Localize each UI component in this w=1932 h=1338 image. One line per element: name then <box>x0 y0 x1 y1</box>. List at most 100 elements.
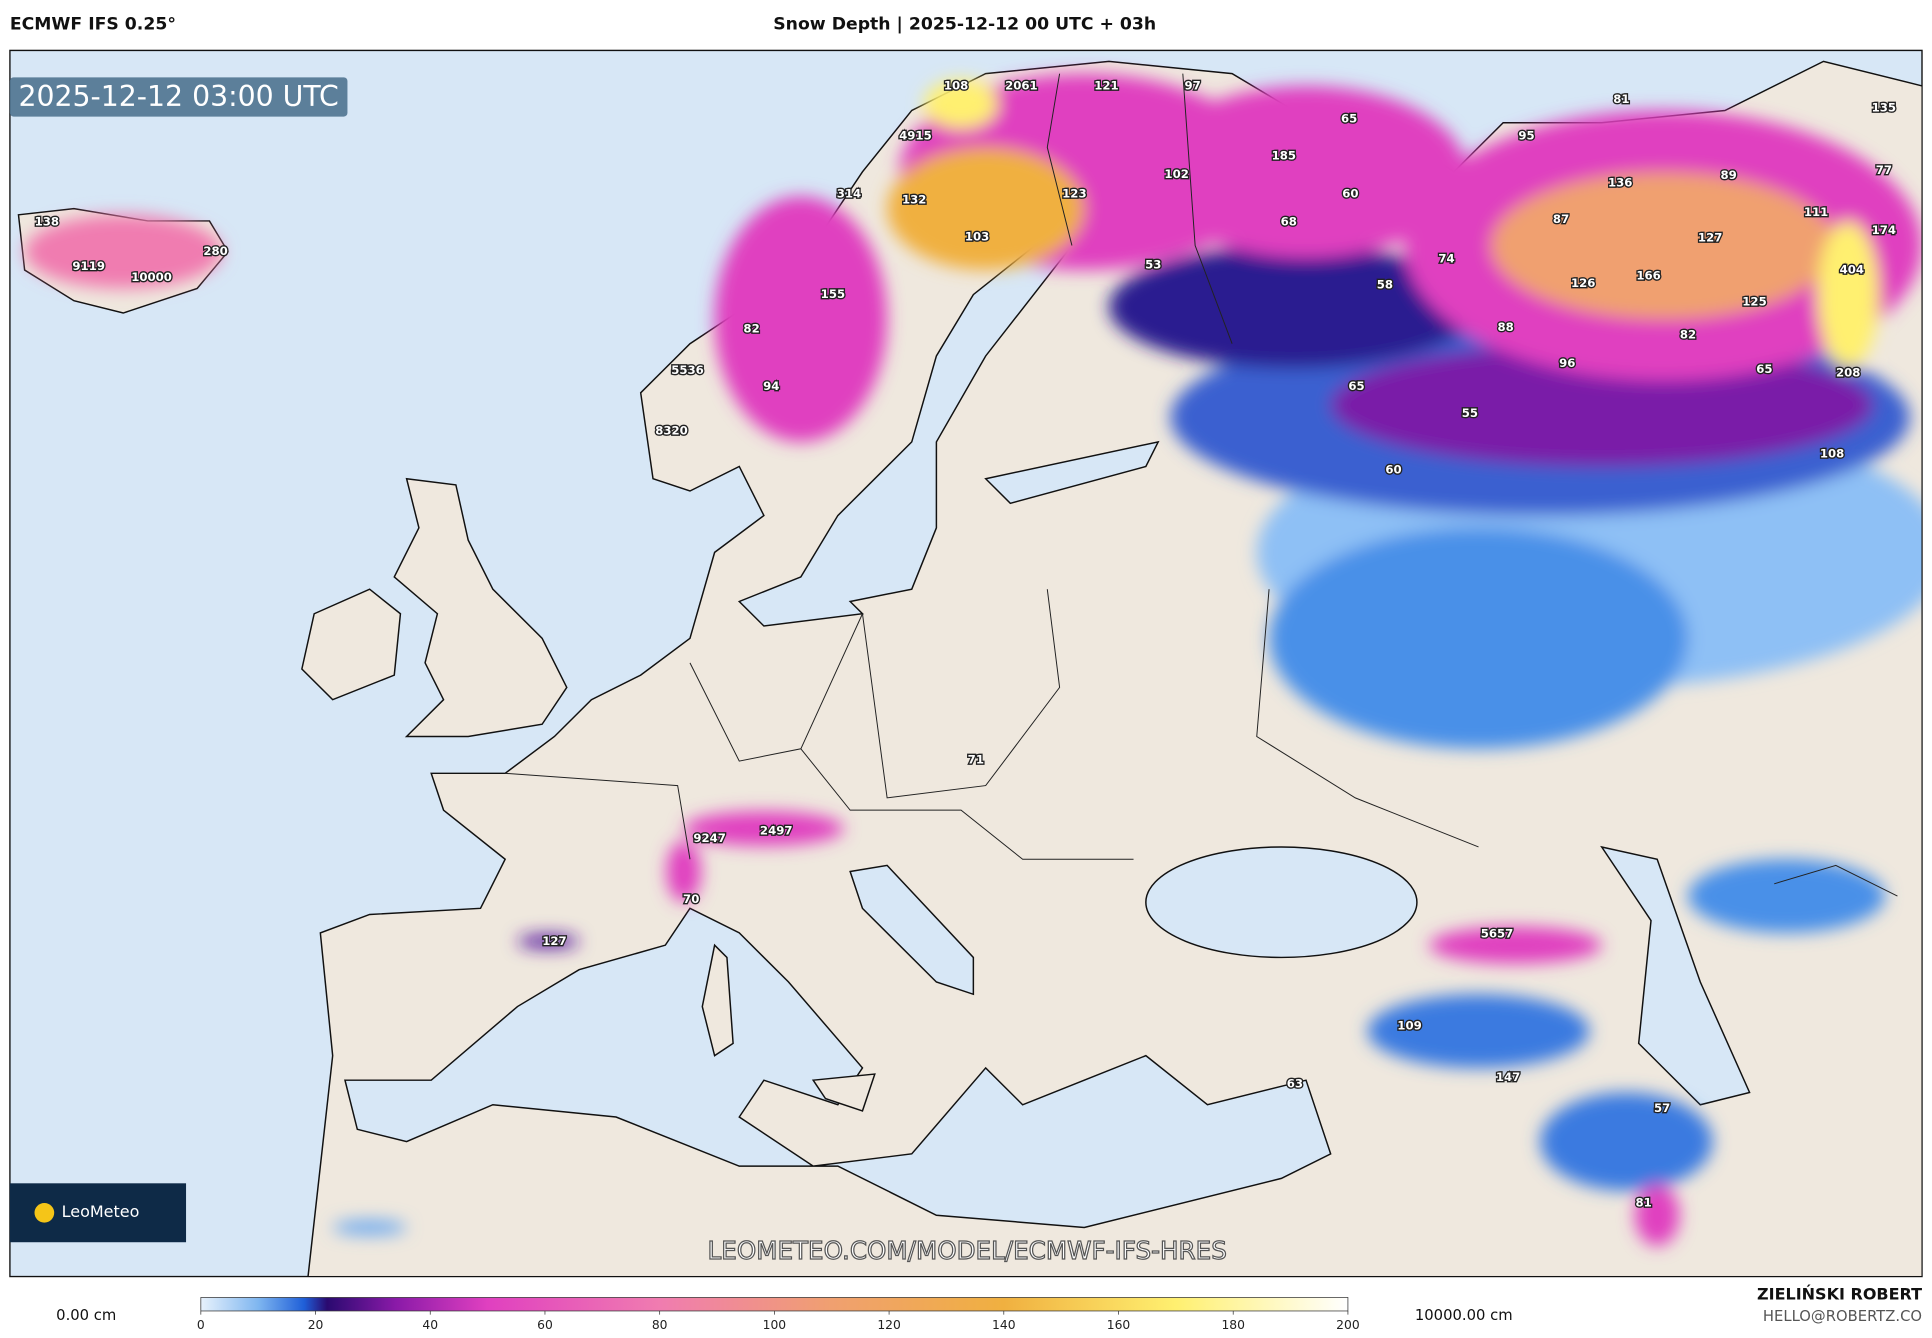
timestamp: 2025-12-12 03:00 UTC <box>18 80 338 113</box>
point-value: 87 <box>1553 212 1569 226</box>
point-value: 74 <box>1438 252 1454 266</box>
colorbar <box>200 1297 1349 1312</box>
point-value: 10000 <box>131 270 172 284</box>
point-value: 208 <box>1836 366 1860 380</box>
point-value: 82 <box>743 321 759 335</box>
point-value: 81 <box>1613 92 1629 106</box>
baltic <box>737 244 1074 627</box>
point-value: 97 <box>1185 78 1201 92</box>
colorbar-tick-label: 180 <box>1221 1318 1244 1332</box>
timestamp-box <box>9 77 348 117</box>
point-value: 108 <box>1820 447 1844 461</box>
point-value: 71 <box>968 752 984 766</box>
point-value: 5657 <box>1481 927 1514 941</box>
point-value: 127 <box>1698 231 1722 245</box>
point-value: 155 <box>821 287 845 301</box>
point-value: 65 <box>1756 362 1772 376</box>
point-value: 8320 <box>655 423 688 437</box>
point-value: 135 <box>1872 101 1896 115</box>
colorbar-tick-label: 60 <box>537 1318 553 1332</box>
colorbar-tick-label: 200 <box>1336 1318 1359 1332</box>
point-value: 82 <box>1680 328 1696 342</box>
point-value: 132 <box>902 193 926 207</box>
point-value: 88 <box>1497 320 1513 334</box>
point-value: 89 <box>1720 168 1736 182</box>
point-value: 102 <box>1164 167 1188 181</box>
map: 108 2061 121 97 81 135 65 4915 95 185 102 77 136 89 31… <box>9 50 1923 1277</box>
point-value: 77 <box>1876 163 1892 177</box>
point-value: 314 <box>837 186 861 200</box>
point-value: 147 <box>1496 1070 1520 1084</box>
point-value: 103 <box>965 229 989 243</box>
model-name: ECMWF IFS 0.25° <box>10 15 176 35</box>
point-value: 404 <box>1840 263 1864 277</box>
legend-min: 0.00 cm <box>56 1307 116 1324</box>
point-value: 121 <box>1094 78 1118 92</box>
point-value: 9247 <box>693 831 726 845</box>
colorbar-tick-label: 140 <box>992 1318 1015 1332</box>
caspian <box>1600 845 1751 1106</box>
point-value: 81 <box>1635 1195 1651 1209</box>
adriatic <box>849 864 975 996</box>
colorbar-ticks: 0 20 40 60 80 100 120 140 160 180 200 <box>197 1310 1360 1332</box>
watermark: LEOMETEO.COM/MODEL/ECMWF-IFS-HRES <box>708 1236 1227 1265</box>
colorbar-tick-label: 40 <box>422 1318 438 1332</box>
point-value: 96 <box>1559 356 1575 370</box>
author: ZIELIŃSKI ROBERT <box>1757 1285 1922 1304</box>
point-value: 108 <box>944 78 968 92</box>
point-value: 2497 <box>760 824 793 838</box>
black-sea <box>1145 846 1418 959</box>
point-value: 126 <box>1571 276 1595 290</box>
colorbar-tick-label: 100 <box>763 1318 786 1332</box>
point-values: 108 2061 121 97 81 135 65 4915 95 185 102 77 136 89 31… <box>33 77 1897 1211</box>
point-value: 65 <box>1348 379 1364 393</box>
point-value: 65 <box>1341 112 1357 126</box>
point-value: 53 <box>1145 258 1161 272</box>
legend-max: 10000.00 cm <box>1415 1307 1513 1324</box>
atlantic <box>9 50 1923 1277</box>
point-value: 60 <box>1385 463 1401 477</box>
map-title: Snow Depth | 2025-12-12 00 UTC + 03h <box>773 15 1156 35</box>
colorbar-tick-label: 0 <box>197 1318 205 1332</box>
point-value: 138 <box>35 215 59 229</box>
logo-sun <box>34 1202 55 1223</box>
logo-text: LeoMeteo <box>62 1202 140 1221</box>
point-value: 123 <box>1062 186 1086 200</box>
point-value: 4915 <box>899 129 932 143</box>
seas <box>9 50 1923 1277</box>
map-frame <box>9 49 1923 1278</box>
point-value: 63 <box>1287 1076 1303 1090</box>
sicily <box>811 1073 876 1112</box>
point-value: 5536 <box>671 363 704 377</box>
point-value: 125 <box>1742 294 1766 308</box>
point-value: 70 <box>683 892 699 906</box>
point-value: 57 <box>1654 1101 1670 1115</box>
colorbar-tick-label: 160 <box>1107 1318 1130 1332</box>
britain <box>393 477 568 738</box>
point-value: 9119 <box>72 259 105 273</box>
point-value: 136 <box>1608 175 1632 189</box>
point-value: 185 <box>1272 148 1296 162</box>
point-value: 95 <box>1518 129 1534 143</box>
borders <box>505 73 1898 897</box>
colorbar-tick-label: 20 <box>308 1318 324 1332</box>
point-value: 111 <box>1804 205 1828 219</box>
point-value: 68 <box>1281 215 1297 229</box>
point-value: 2061 <box>1005 78 1038 92</box>
point-value: 55 <box>1462 406 1478 420</box>
colorbar-tick-label: 80 <box>652 1318 668 1332</box>
point-value: 174 <box>1872 223 1896 237</box>
point-value: 109 <box>1397 1019 1421 1033</box>
ireland <box>301 588 402 701</box>
point-value: 60 <box>1342 186 1358 200</box>
point-value: 280 <box>203 244 227 258</box>
point-value: 94 <box>763 379 779 393</box>
gulf-of-finland <box>984 440 1160 505</box>
email: HELLO@ROBERTZ.CO <box>1763 1308 1922 1325</box>
point-value: 127 <box>542 934 566 948</box>
colorbar-tick-label: 120 <box>877 1318 900 1332</box>
snow-cover <box>24 73 1923 1246</box>
point-value: 166 <box>1636 269 1660 283</box>
corsica-sardinia <box>701 943 734 1057</box>
